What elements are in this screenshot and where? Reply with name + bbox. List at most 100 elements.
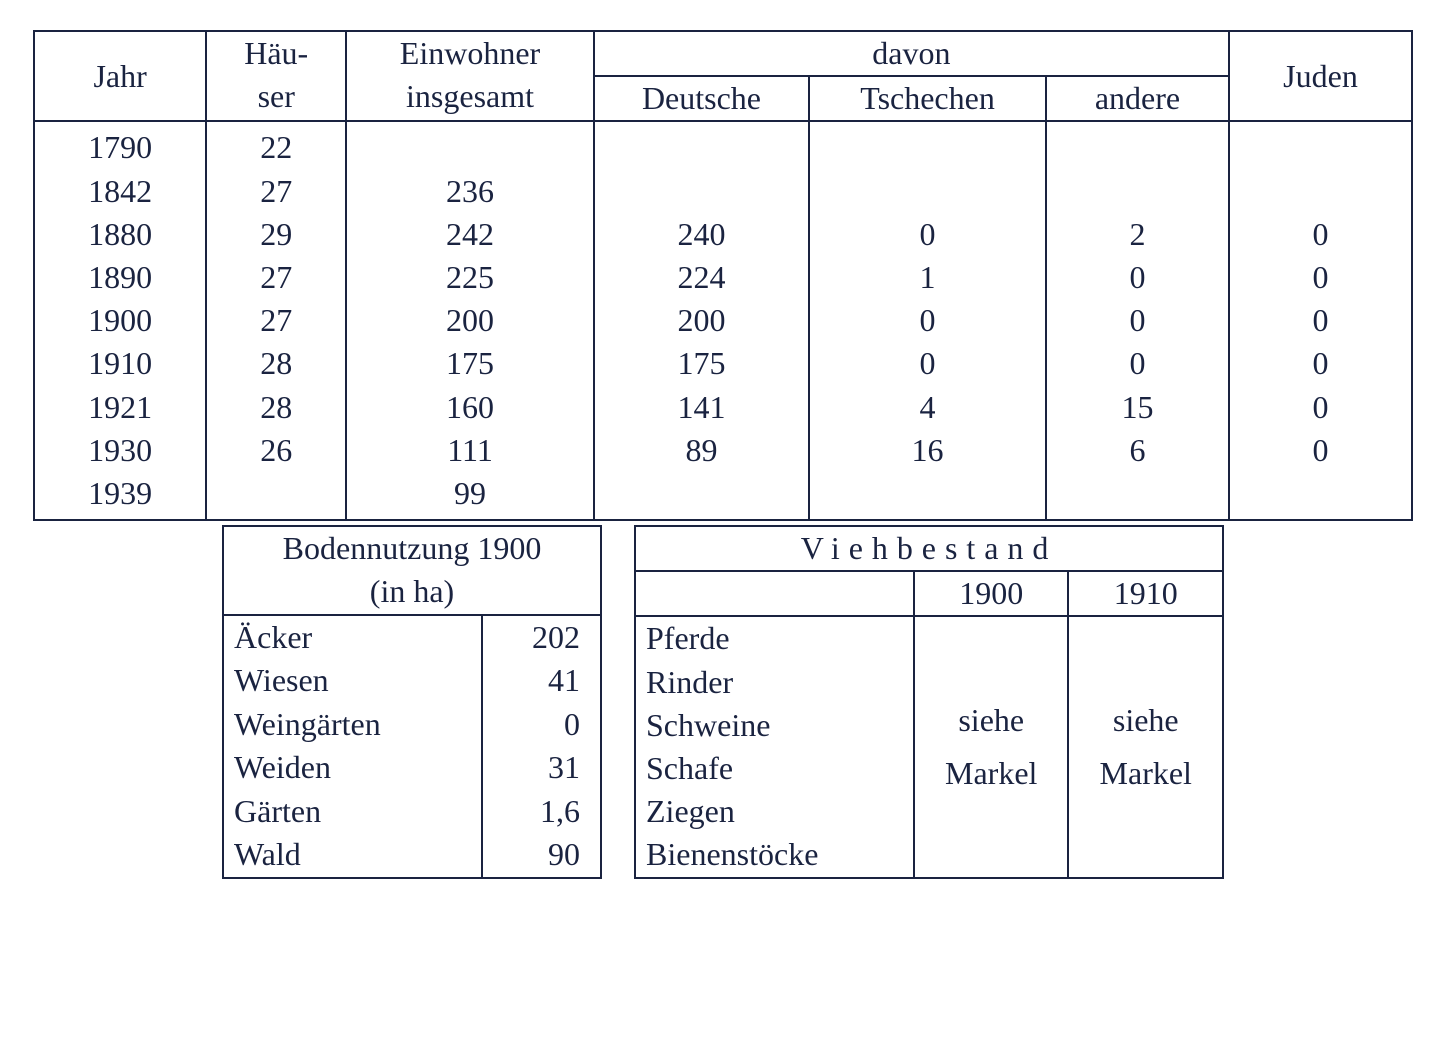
- boden-value: 41: [482, 659, 601, 702]
- cell: [1046, 121, 1229, 169]
- cell: 15: [1046, 386, 1229, 429]
- cell: 28: [206, 342, 346, 385]
- cell: 0: [1229, 256, 1412, 299]
- table-row: 191028175175000: [34, 342, 1412, 385]
- cell: 22: [206, 121, 346, 169]
- cell: [1046, 170, 1229, 213]
- vieh-note: sieheMarkel: [1068, 616, 1223, 877]
- cell: 89: [594, 429, 809, 472]
- boden-label: Weingärten: [223, 703, 482, 746]
- boden-label: Gärten: [223, 790, 482, 833]
- cell: [809, 121, 1046, 169]
- cell: 1890: [34, 256, 206, 299]
- cell: [594, 121, 809, 169]
- cell: [594, 170, 809, 213]
- boden-label: Äcker: [223, 615, 482, 659]
- cell: 4: [809, 386, 1046, 429]
- boden-value: 0: [482, 703, 601, 746]
- cell: 1: [809, 256, 1046, 299]
- cell: 27: [206, 170, 346, 213]
- table-row: 179022: [34, 121, 1412, 169]
- table-row: 190027200200000: [34, 299, 1412, 342]
- boden-value: 90: [482, 833, 601, 878]
- cell: 27: [206, 299, 346, 342]
- cell: 200: [346, 299, 594, 342]
- table-row: 184227236: [34, 170, 1412, 213]
- cell: 0: [1046, 299, 1229, 342]
- boden-value: 31: [482, 746, 601, 789]
- cell: 141: [594, 386, 809, 429]
- table-row: Äcker202: [223, 615, 601, 659]
- boden-value: 1,6: [482, 790, 601, 833]
- hdr-haeuser: Häu- ser: [206, 31, 346, 121]
- cell: 160: [346, 386, 594, 429]
- cell: 175: [594, 342, 809, 385]
- population-table: Jahr Häu- ser Einwohner insgesamt davon …: [33, 30, 1413, 521]
- cell: 1842: [34, 170, 206, 213]
- cell: 200: [594, 299, 809, 342]
- cell: 0: [1229, 429, 1412, 472]
- cell: 242: [346, 213, 594, 256]
- hdr-einwohner: Einwohner insgesamt: [346, 31, 594, 121]
- cell: 28: [206, 386, 346, 429]
- cell: 236: [346, 170, 594, 213]
- cell: 26: [206, 429, 346, 472]
- hdr-deutsche: Deutsche: [594, 76, 809, 121]
- cell: 99: [346, 472, 594, 520]
- hdr-tschechen: Tschechen: [809, 76, 1046, 121]
- cell: 111: [346, 429, 594, 472]
- table-row: 1939 99: [34, 472, 1412, 520]
- boden-label: Wald: [223, 833, 482, 878]
- cell: 0: [1229, 342, 1412, 385]
- table-row: Weiden31: [223, 746, 601, 789]
- vieh-year-empty: [635, 571, 914, 616]
- cell: 16: [809, 429, 1046, 472]
- cell: 224: [594, 256, 809, 299]
- vieh-label: Schafe: [635, 747, 914, 790]
- cell: [809, 472, 1046, 520]
- cell: 225: [346, 256, 594, 299]
- vieh-title: Viehbestand: [635, 526, 1223, 571]
- cell: 0: [809, 342, 1046, 385]
- cell: 1910: [34, 342, 206, 385]
- hdr-andere: andere: [1046, 76, 1229, 121]
- cell: 0: [1229, 299, 1412, 342]
- boden-label: Wiesen: [223, 659, 482, 702]
- hdr-juden: Juden: [1229, 31, 1412, 121]
- cell: [594, 472, 809, 520]
- cell: 6: [1046, 429, 1229, 472]
- table-row: 189027225224100: [34, 256, 1412, 299]
- cell: 0: [1046, 342, 1229, 385]
- cell: 175: [346, 342, 594, 385]
- cell: 1939: [34, 472, 206, 520]
- vieh-label: Rinder: [635, 661, 914, 704]
- cell: 1790: [34, 121, 206, 169]
- cell: [1229, 472, 1412, 520]
- cell: 2: [1046, 213, 1229, 256]
- vieh-year-1: 1900: [914, 571, 1069, 616]
- cell: [1046, 472, 1229, 520]
- table-row: Wiesen41: [223, 659, 601, 702]
- cell: 1930: [34, 429, 206, 472]
- cell: 240: [594, 213, 809, 256]
- table-row: Wald90: [223, 833, 601, 878]
- cell: 0: [1229, 386, 1412, 429]
- vieh-label: Ziegen: [635, 790, 914, 833]
- cell: 27: [206, 256, 346, 299]
- vieh-label: Bienenstöcke: [635, 833, 914, 877]
- cell: 0: [1046, 256, 1229, 299]
- cell: 1900: [34, 299, 206, 342]
- cell: [1229, 170, 1412, 213]
- vieh-label: Schweine: [635, 704, 914, 747]
- hdr-davon: davon: [594, 31, 1229, 76]
- table-row: Gärten1,6: [223, 790, 601, 833]
- bodennutzung-table: Bodennutzung 1900 (in ha) Äcker202Wiesen…: [222, 525, 602, 879]
- boden-title: Bodennutzung 1900 (in ha): [223, 526, 601, 615]
- boden-value: 202: [482, 615, 601, 659]
- table-row: 188029242240020: [34, 213, 1412, 256]
- cell: [1229, 121, 1412, 169]
- cell: [346, 121, 594, 169]
- hdr-jahr: Jahr: [34, 31, 206, 121]
- vieh-year-2: 1910: [1068, 571, 1223, 616]
- vieh-label: Pferde: [635, 616, 914, 660]
